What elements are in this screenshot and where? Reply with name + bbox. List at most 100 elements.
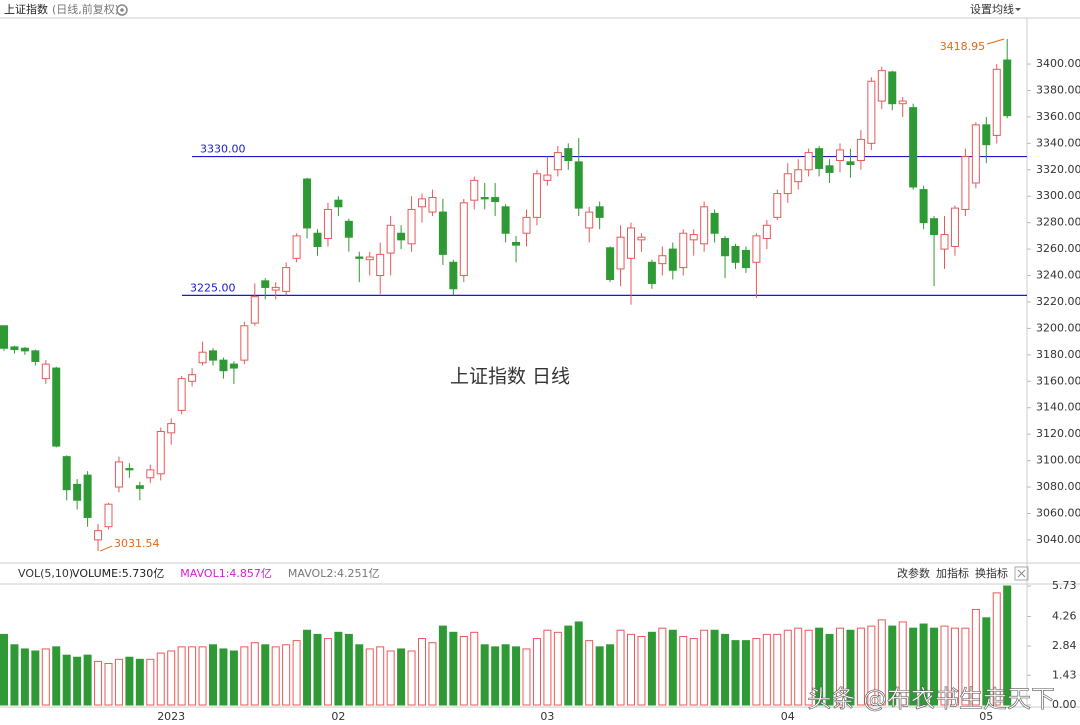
candle-body [961, 156, 970, 210]
candle-body [658, 255, 667, 265]
candle-body [930, 218, 939, 236]
volume-bar [585, 640, 594, 706]
candle-body [240, 325, 249, 361]
candle-body [219, 359, 228, 372]
candle-body [846, 161, 855, 165]
candle-body [971, 124, 980, 184]
indicator-button[interactable]: 加指标 [936, 566, 969, 580]
y-tick-label: 3120.00 [1036, 427, 1080, 440]
volume-bar [209, 644, 217, 706]
volume-bar [564, 625, 573, 706]
y-tick-label: 0.00 [1052, 698, 1077, 711]
volume-bar [10, 644, 19, 706]
y-tick-label: 3080.00 [1036, 480, 1080, 493]
y-tick-label: 3380.00 [1036, 83, 1080, 96]
candle-body [177, 378, 186, 411]
volume-title: VOL(5,10) [18, 567, 73, 580]
candle-body [114, 461, 123, 488]
candle-body [250, 296, 259, 324]
candle-body [741, 249, 750, 269]
y-tick-label: 3300.00 [1036, 189, 1080, 202]
volume-bar [271, 646, 280, 706]
candle-body [637, 236, 646, 241]
volume-bar [125, 656, 134, 706]
volume-bar [240, 646, 249, 706]
volume-bar [146, 658, 155, 706]
candle-body [470, 179, 479, 201]
y-tick-label: 3040.00 [1036, 533, 1080, 546]
watermark: 头条 @布衣书生走天下 [807, 685, 1055, 713]
candle-body [595, 206, 604, 218]
candle-body [428, 197, 437, 213]
y-tick-label: 3180.00 [1036, 348, 1080, 361]
candle-body [491, 197, 500, 203]
volume-bar [167, 650, 176, 706]
x-tick-label: 02 [331, 710, 345, 723]
candle-body [585, 211, 594, 229]
candle-body [125, 468, 134, 471]
level-label: 3330.00 [200, 143, 246, 156]
ma-setting[interactable]: 设置均线 [970, 2, 1014, 16]
extreme-label: 3031.54 [114, 537, 160, 550]
candle-body [992, 68, 1001, 136]
volume-bar [303, 629, 312, 706]
volume-bar [532, 638, 541, 706]
y-tick-label: 4.26 [1052, 610, 1077, 623]
y-tick-label: 2.84 [1052, 639, 1077, 652]
volume-bar [355, 644, 364, 706]
close-button[interactable] [1014, 566, 1029, 581]
volume-bar [41, 648, 50, 706]
volume-bar [992, 592, 1001, 706]
volume-bar [229, 650, 238, 706]
candle-body [209, 350, 217, 361]
volume-bar [637, 635, 646, 706]
y-tick-label: 3060.00 [1036, 506, 1080, 519]
extreme-pointer [987, 38, 1005, 45]
candle-body [0, 325, 8, 349]
volume-bar [62, 654, 71, 706]
volume-bar [261, 644, 270, 706]
candle-body [543, 174, 552, 181]
volume-bar [449, 631, 458, 706]
volume-bar [376, 646, 385, 706]
volume-bar [543, 629, 552, 706]
volume-bar [470, 631, 479, 706]
volume-bar [836, 627, 844, 706]
indicator-button[interactable]: 换指标 [975, 566, 1008, 580]
volume-bar [83, 654, 92, 706]
candle-body [940, 234, 949, 250]
volume-bar [930, 627, 939, 706]
candle-body [83, 474, 92, 518]
candle-body [1003, 59, 1012, 117]
volume-bar [438, 625, 447, 706]
candle-body [261, 280, 270, 288]
volume-bar [480, 644, 489, 706]
candle-body [877, 70, 886, 102]
candle-body [627, 227, 635, 259]
candle-body [292, 235, 301, 259]
candle-body [407, 208, 416, 245]
candle-body [156, 431, 165, 475]
volume-bar [177, 646, 186, 706]
candle-body [313, 232, 322, 247]
volume-bar [647, 631, 656, 706]
candle-body [62, 456, 71, 491]
candle-body [512, 241, 521, 246]
settings-icon[interactable] [116, 4, 128, 16]
volume-bar [344, 633, 353, 706]
volume-bar [459, 635, 468, 706]
y-tick-label: 3340.00 [1036, 136, 1080, 149]
volume-bar [512, 646, 521, 706]
candle-body [679, 232, 688, 269]
candle-body [386, 224, 395, 254]
indicator-button[interactable]: 改参数 [897, 566, 930, 580]
y-tick-label: 3220.00 [1036, 295, 1080, 308]
candle-body [135, 485, 144, 489]
volume-bar [752, 638, 761, 706]
volume-bar [877, 619, 886, 706]
volume-bar [762, 633, 771, 706]
volume-bar [679, 635, 688, 706]
volume-bar [731, 640, 740, 706]
candle-body [323, 208, 332, 240]
